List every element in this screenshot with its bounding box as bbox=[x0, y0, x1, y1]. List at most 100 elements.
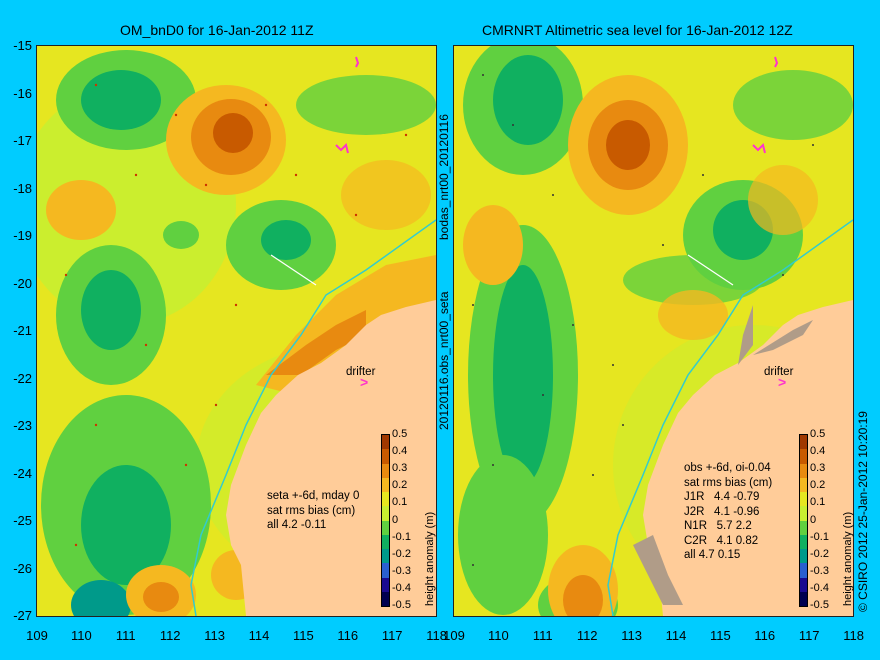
colorbar-tick-label: -0.2 bbox=[392, 547, 411, 560]
left-lon-tick-label: 116 bbox=[337, 628, 359, 643]
left-map-panel bbox=[36, 45, 436, 616]
colorbar-tick-label: 0 bbox=[810, 513, 817, 526]
right-sea-level-map bbox=[453, 45, 853, 616]
colorbar-tick-label: 0.2 bbox=[392, 479, 408, 492]
colorbar-tick-label: -0.1 bbox=[810, 530, 829, 543]
colorbar-segment bbox=[800, 449, 807, 464]
colorbar-tick-label: -0.4 bbox=[392, 581, 411, 594]
colorbar-segment bbox=[800, 506, 807, 521]
drifter-arrow-left: > bbox=[360, 374, 369, 390]
left-lon-tick-label: 111 bbox=[115, 628, 136, 643]
left-lon-tick-label: 114 bbox=[248, 628, 270, 643]
colorbar-segment bbox=[382, 563, 389, 578]
colorbar-segment bbox=[382, 534, 389, 550]
right-lon-tick-label: 114 bbox=[665, 628, 687, 643]
colorbar-segment bbox=[382, 577, 389, 593]
drifter-arrow-right: > bbox=[778, 374, 787, 390]
right-lon-tick-label: 118 bbox=[843, 628, 864, 643]
lat-tick-label: -17 bbox=[13, 133, 32, 148]
right-lon-tick-label: 113 bbox=[621, 628, 642, 643]
stats-line: sat rms bias (cm) bbox=[267, 504, 356, 517]
right-lon-tick-label: 115 bbox=[710, 628, 731, 643]
colorbar-tick-label: 0.4 bbox=[810, 445, 826, 458]
left-map-title: OM_bnD0 for 16-Jan-2012 11Z bbox=[120, 22, 314, 38]
colorbar-segment bbox=[382, 463, 389, 479]
copyright-label: © CSIRO 2012 25-Jan-2012 10:20:19 bbox=[856, 411, 870, 612]
stats-line: all 4.7 0.15 bbox=[684, 549, 741, 561]
colorbar-title: height anomaly (m) bbox=[424, 511, 436, 606]
lat-tick-label: -27 bbox=[13, 608, 32, 623]
colorbar-segment bbox=[382, 449, 389, 464]
colorbar-tick-label: -0.4 bbox=[810, 581, 829, 594]
colorbar-segment bbox=[382, 506, 389, 521]
right-stats-text: obs +-6d, oi-0.04 sat rms bias (cm) J1R 4.… bbox=[684, 461, 772, 563]
drifter-label-left: drifter bbox=[346, 366, 376, 378]
colorbar-segment bbox=[382, 520, 389, 536]
left-lon-tick-label: 115 bbox=[293, 628, 314, 643]
colorbar-segment bbox=[800, 591, 807, 607]
colorbar-title: height anomaly (m) bbox=[842, 511, 854, 606]
right-lon-tick-label: 110 bbox=[488, 628, 509, 643]
stats-line: J2R 4.1 -0.96 bbox=[684, 505, 760, 518]
lat-tick-label: -23 bbox=[13, 418, 32, 433]
right-map-title: CMRNRT Altimetric sea level for 16-Jan-2… bbox=[482, 22, 793, 38]
right-map-panel bbox=[453, 45, 853, 616]
colorbar-segment bbox=[382, 435, 389, 450]
obs-label: 20120116.obs_nrt00_seta bbox=[437, 291, 451, 430]
colorbar-tick-label: 0.5 bbox=[810, 428, 826, 440]
colorbar-tick-label: -0.3 bbox=[392, 564, 411, 577]
colorbar-tick-label: 0.3 bbox=[392, 462, 408, 475]
colorbar-segment bbox=[800, 534, 807, 550]
right-lon-tick-label: 112 bbox=[576, 628, 598, 643]
lat-tick-label: -15 bbox=[13, 38, 32, 53]
left-map-frame bbox=[36, 45, 437, 617]
colorbar-segment bbox=[800, 520, 807, 536]
stats-line: J1R 4.4 -0.79 bbox=[684, 491, 760, 503]
lat-tick-label: -18 bbox=[13, 180, 32, 196]
right-lon-tick-label: 117 bbox=[798, 628, 820, 643]
left-lon-tick-label: 117 bbox=[381, 628, 403, 643]
left-lon-tick-label: 112 bbox=[159, 628, 181, 643]
colorbar-tick-label: -0.2 bbox=[810, 547, 829, 560]
lat-tick-label: -24 bbox=[13, 465, 32, 481]
stats-line: sat rms bias (cm) bbox=[684, 476, 773, 489]
colorbar-tick-label: 0.2 bbox=[810, 479, 826, 492]
stats-line: seta +-6d, mday 0 bbox=[267, 490, 360, 502]
colorbar-tick-label: 0.1 bbox=[810, 496, 826, 509]
colorbar-segment bbox=[382, 477, 389, 493]
left-sea-level-map bbox=[36, 45, 436, 616]
right-lon-tick-label: 116 bbox=[754, 628, 776, 643]
lat-tick-label: -22 bbox=[13, 370, 32, 386]
lat-tick-label: -21 bbox=[13, 323, 32, 338]
colorbar-frame bbox=[799, 434, 808, 607]
colorbar-segment bbox=[382, 591, 389, 607]
stats-line: obs +-6d, oi-0.04 bbox=[684, 462, 771, 474]
stats-line: N1R 5.7 2.2 bbox=[684, 520, 752, 532]
colorbar-segment bbox=[382, 549, 389, 564]
right-lon-tick-label: 111 bbox=[532, 628, 553, 643]
colorbar-tick-label: -0.5 bbox=[392, 599, 411, 611]
left-lon-tick-label: 118 bbox=[426, 628, 447, 643]
right-lon-tick-label: 109 bbox=[443, 628, 465, 643]
stats-line: all 4.2 -0.11 bbox=[267, 519, 327, 531]
lat-tick-label: -26 bbox=[13, 560, 32, 576]
lat-tick-label: -25 bbox=[13, 513, 32, 528]
lat-tick-label: -19 bbox=[13, 228, 32, 243]
lat-tick-label: -20 bbox=[13, 275, 32, 291]
colorbar-frame bbox=[381, 434, 390, 607]
colorbar-tick-label: 0.1 bbox=[392, 496, 408, 509]
left-stats-text: seta +-6d, mday 0 sat rms bias (cm) all 4.… bbox=[267, 489, 359, 533]
colorbar-tick-label: 0 bbox=[392, 513, 399, 526]
lat-tick-label: -16 bbox=[13, 85, 32, 101]
colorbar-tick-label: 0.3 bbox=[810, 462, 826, 475]
colorbar-segment bbox=[800, 435, 807, 450]
left-lon-tick-label: 113 bbox=[204, 628, 225, 643]
colorbar-tick-label: -0.5 bbox=[810, 599, 829, 611]
stats-line: C2R 4.1 0.82 bbox=[684, 534, 759, 547]
colorbar-segment bbox=[800, 492, 807, 507]
colorbar-segment bbox=[800, 577, 807, 593]
left-lon-tick-label: 110 bbox=[71, 628, 92, 643]
bodas-label: bodas_nrt00_20120116 bbox=[437, 114, 451, 240]
colorbar-segment bbox=[800, 463, 807, 479]
left-lon-tick-label: 109 bbox=[26, 628, 48, 643]
